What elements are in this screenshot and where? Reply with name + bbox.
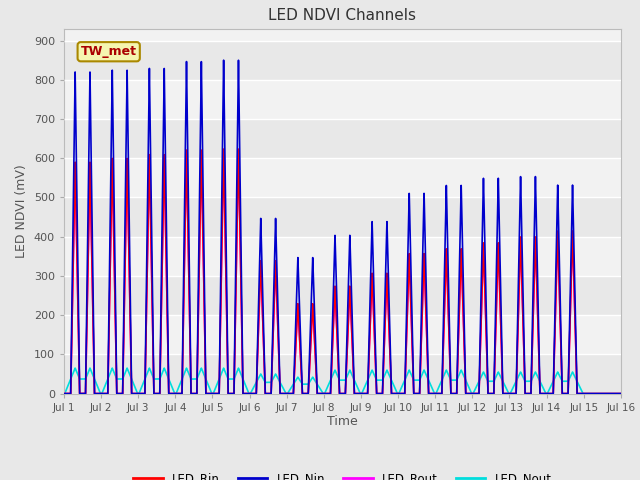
Bar <box>64 354 621 394</box>
LED_Nin <box>544 391 552 396</box>
LED_Nout <box>415 377 423 383</box>
LED_Rin <box>559 391 567 396</box>
Line: LED_Rout: LED_Rout <box>64 150 621 394</box>
LED_Rin <box>415 391 423 396</box>
Bar <box>64 197 621 237</box>
LED_Rout <box>559 391 567 396</box>
Legend: LED_Rin, LED_Nin, LED_Rout, LED_Nout: LED_Rin, LED_Nin, LED_Rout, LED_Nout <box>129 468 556 480</box>
Line: LED_Nin: LED_Nin <box>64 60 621 394</box>
Y-axis label: LED NDVI (mV): LED NDVI (mV) <box>15 164 28 258</box>
Bar <box>64 41 621 80</box>
LED_Rout <box>415 391 423 396</box>
LED_Nin <box>220 57 227 63</box>
LED_Nin <box>616 391 623 396</box>
LED_Rin <box>609 391 617 396</box>
LED_Rin <box>220 146 227 152</box>
LED_Nout <box>544 390 552 396</box>
LED_Rout <box>616 391 623 396</box>
Bar <box>64 276 621 315</box>
LED_Rout <box>60 391 68 396</box>
LED_Nout <box>609 391 617 396</box>
LED_Nout <box>60 391 68 396</box>
LED_Nin <box>60 391 68 396</box>
LED_Rout <box>310 335 318 341</box>
LED_Nin <box>310 306 318 312</box>
LED_Nout <box>310 377 318 383</box>
LED_Nout <box>559 378 567 384</box>
LED_Rout <box>544 391 552 396</box>
Line: LED_Nout: LED_Nout <box>64 368 621 394</box>
LED_Rin <box>310 335 318 340</box>
LED_Nin <box>559 391 567 396</box>
X-axis label: Time: Time <box>327 415 358 429</box>
LED_Rin <box>617 391 625 396</box>
Line: LED_Rin: LED_Rin <box>64 149 621 394</box>
Title: LED NDVI Channels: LED NDVI Channels <box>268 9 417 24</box>
LED_Rin <box>616 391 623 396</box>
LED_Nin <box>617 391 625 396</box>
LED_Rout <box>609 391 617 396</box>
LED_Rout <box>617 391 625 396</box>
LED_Rin <box>544 391 552 396</box>
Bar <box>64 119 621 158</box>
Text: TW_met: TW_met <box>81 45 137 58</box>
LED_Nout <box>71 365 79 371</box>
LED_Nout <box>616 391 623 396</box>
LED_Nin <box>609 391 617 396</box>
LED_Nout <box>617 391 625 396</box>
LED_Nin <box>415 391 423 396</box>
LED_Rin <box>60 391 68 396</box>
LED_Rout <box>220 147 227 153</box>
